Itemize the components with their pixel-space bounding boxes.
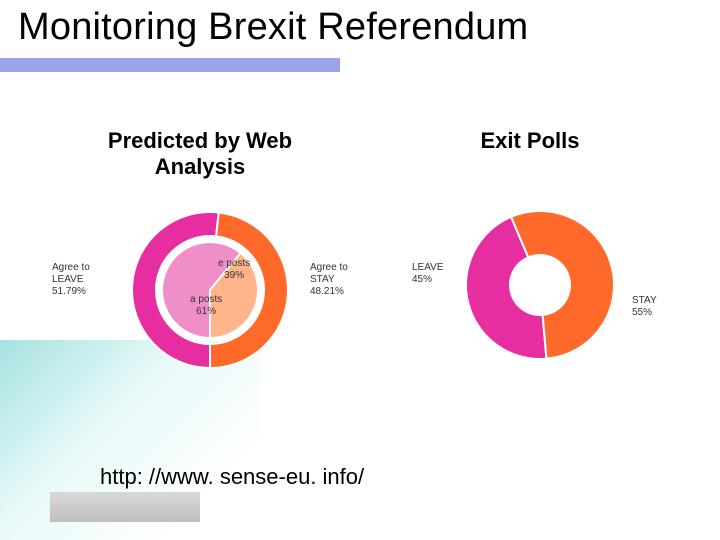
chart-exit-polls: LEAVE 45% STAY 55% [400,200,680,400]
subhead-left: Predicted by Web Analysis [80,128,320,180]
lbl-line: Agree to [310,262,348,273]
source-url: http: //www. sense-eu. info/ [100,464,364,490]
lbl-line: 39% [224,270,244,281]
lbl-line: STAY [632,295,657,306]
lbl-line: 51.79% [52,286,86,297]
slide: Monitoring Brexit Referendum Predicted b… [0,0,720,540]
nested-donut-svg [120,200,300,380]
lbl-line: 61% [196,306,216,317]
lbl-line: LEAVE [412,262,444,273]
lbl-line: 45% [412,274,432,285]
title-block: Monitoring Brexit Referendum [18,6,528,49]
donut-svg [455,200,625,370]
lbl-line: LEAVE [52,274,84,285]
chart-web-analysis: Agree to LEAVE 51.79% Agree to STAY 48.2… [60,200,360,400]
label-inner-a: a posts 61% [190,294,222,318]
lbl-line: a posts [190,294,222,305]
footer-block [50,492,200,522]
label-leave-outer: Agree to LEAVE 51.79% [52,262,90,298]
lbl-line: Agree to [52,262,90,273]
label-leave: LEAVE 45% [412,262,444,286]
label-inner-e: e posts 39% [218,258,250,282]
label-stay-outer: Agree to STAY 48.21% [310,262,348,298]
lbl-line: 48.21% [310,286,344,297]
lbl-line: 55% [632,307,652,318]
lbl-line: e posts [218,258,250,269]
label-stay: STAY 55% [632,295,657,319]
lbl-line: STAY [310,274,335,285]
page-title: Monitoring Brexit Referendum [18,6,528,49]
subhead-right: Exit Polls [430,128,630,154]
title-underline [0,58,340,72]
